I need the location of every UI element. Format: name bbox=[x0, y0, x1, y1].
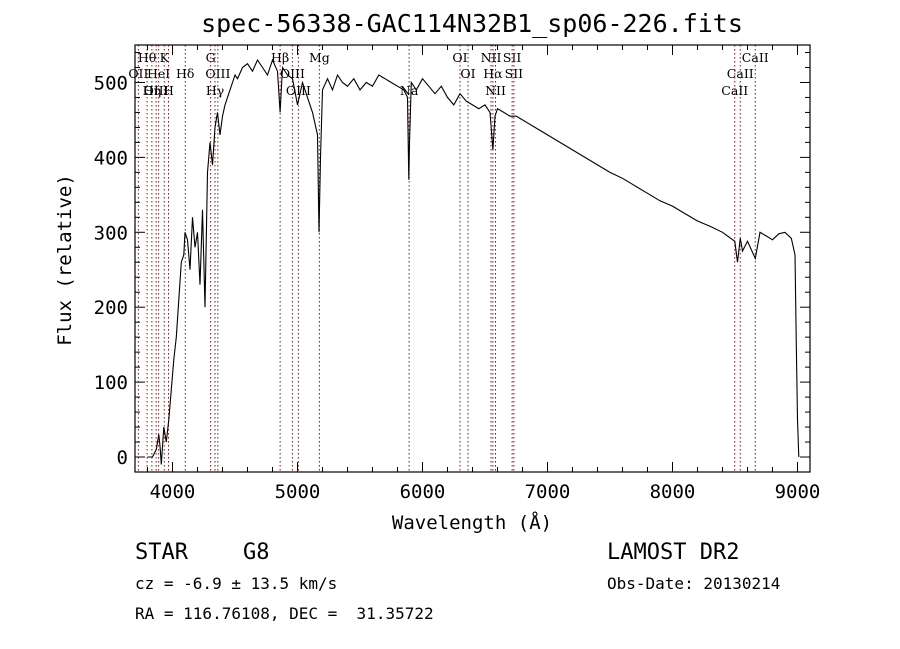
y-tick-label: 100 bbox=[94, 372, 128, 394]
spectral-line-label: OIII bbox=[286, 83, 311, 98]
subclass-label: G8 bbox=[243, 540, 270, 565]
x-axis-label: Wavelength (Å) bbox=[392, 511, 552, 534]
spectral-line-label: SII bbox=[503, 50, 522, 65]
x-tick-label: 7000 bbox=[525, 481, 571, 503]
y-axis: 0 100 200 300 400 500 bbox=[94, 51, 810, 469]
class-label: STAR bbox=[135, 540, 188, 565]
x-tick-label: 4000 bbox=[150, 481, 196, 503]
x-tick-label: 5000 bbox=[275, 481, 321, 503]
spectral-line-label: Mg bbox=[309, 50, 330, 65]
y-tick-label: 200 bbox=[94, 297, 128, 319]
spectral-line-label: OI bbox=[452, 50, 467, 65]
spectral-line-label: Hα bbox=[483, 66, 503, 81]
survey-label: LAMOST DR2 bbox=[607, 540, 740, 565]
spectral-line-label: OIII bbox=[144, 83, 169, 98]
plot-frame bbox=[134, 44, 811, 473]
spectral-line-label: CaII bbox=[742, 50, 769, 65]
spectral-line-label: Hδ bbox=[176, 66, 194, 81]
spectral-line-label: Hβ bbox=[271, 50, 289, 65]
x-tick-label: 9000 bbox=[775, 481, 821, 503]
spectrum-line bbox=[147, 58, 800, 465]
y-tick-label: 500 bbox=[94, 72, 128, 94]
spectral-line-label: Hγ bbox=[206, 83, 224, 98]
x-tick-label: 6000 bbox=[400, 481, 446, 503]
spectral-line-label: NII bbox=[481, 50, 502, 65]
chart-title: spec-56338-GAC114N32B1_sp06-226.fits bbox=[201, 9, 743, 38]
spectral-line-label: Hθ bbox=[138, 50, 156, 65]
y-tick-label: 400 bbox=[94, 147, 128, 169]
spectral-line-label: Hη bbox=[143, 83, 161, 98]
spectral-line-label: G bbox=[206, 50, 216, 65]
x-axis: 4000 5000 6000 7000 8000 9000 bbox=[147, 45, 821, 503]
obs-date-label: Obs-Date: 20130214 bbox=[607, 574, 781, 593]
spectral-line-label: K bbox=[160, 50, 170, 65]
spectral-line-label: CaII bbox=[721, 83, 748, 98]
y-tick-label: 300 bbox=[94, 222, 128, 244]
spectral-line-label: HeI bbox=[147, 66, 170, 81]
coordinates-label: RA = 116.76108, DEC = 31.35722 bbox=[135, 604, 434, 623]
spectral-line-label: CaII bbox=[727, 66, 754, 81]
y-tick-label: 0 bbox=[117, 447, 128, 469]
plot-area bbox=[147, 58, 800, 465]
redshift-label: cz = -6.9 ± 13.5 km/s bbox=[135, 574, 338, 593]
spectral-line-label: Na bbox=[400, 83, 419, 98]
spectral-line-label: H bbox=[163, 83, 174, 98]
spectral-line-label: OIII bbox=[205, 66, 230, 81]
y-axis-label: Flux (relative) bbox=[54, 174, 76, 346]
x-tick-label: 8000 bbox=[650, 481, 696, 503]
spectral-line-label: NII bbox=[485, 83, 506, 98]
spectral-line-label: OII bbox=[128, 66, 148, 81]
spectral-line-label: SII bbox=[505, 66, 524, 81]
spectral-line-label: OI bbox=[460, 66, 475, 81]
